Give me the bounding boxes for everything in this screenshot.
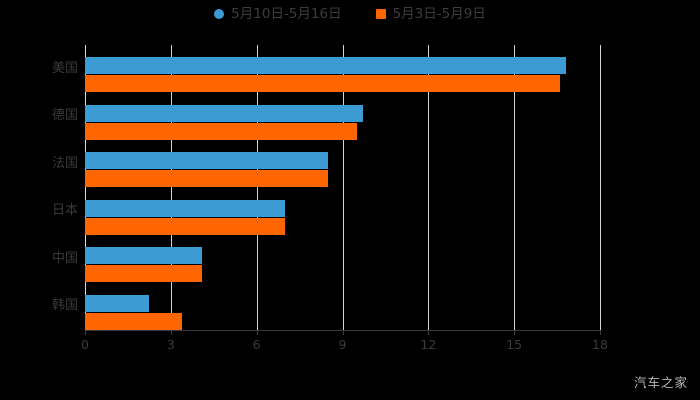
chart-legend: 5月10日-5月16日 5月3日-5月9日 <box>0 6 700 22</box>
category-label-2: 德国 <box>51 108 78 124</box>
x-tick-mark-3 <box>170 330 172 335</box>
gridline-6 <box>256 45 258 330</box>
x-tick-mark-15 <box>514 330 516 335</box>
bar-group <box>85 235 600 283</box>
x-tick-mark-12 <box>428 330 430 335</box>
bar-group <box>85 188 600 236</box>
bar-group <box>85 283 600 331</box>
category-axis-labels: 美国德国法国日本中国韩国 <box>0 45 78 330</box>
watermark: 汽车之家 <box>633 375 688 390</box>
x-axis: 0 3 6 9 12 15 18 <box>81 330 608 352</box>
legend-entry-series-1[interactable]: 5月10日-5月16日 <box>214 6 342 22</box>
bar[interactable] <box>85 199 286 217</box>
legend-label-series-2: 5月3日-5月9日 <box>392 6 486 22</box>
x-tick-mark-18 <box>600 330 601 335</box>
bar-group <box>85 140 600 188</box>
bar[interactable] <box>85 312 183 330</box>
bar[interactable] <box>85 104 363 122</box>
bar[interactable] <box>85 265 203 282</box>
bar-group <box>85 45 600 93</box>
bar[interactable] <box>85 247 203 264</box>
gridline-9 <box>342 45 344 330</box>
x-tick-label-12: 12 <box>420 337 437 352</box>
x-tick-mark-6 <box>256 330 258 335</box>
gridline-0 <box>85 45 86 330</box>
gridline-3 <box>170 45 172 330</box>
gridline-12 <box>428 45 430 330</box>
bar[interactable] <box>85 294 150 312</box>
gridline-18 <box>600 45 601 330</box>
x-tick-label-18: 18 <box>592 337 608 352</box>
category-label-1: 美国 <box>51 60 78 76</box>
x-tick-label-3: 3 <box>166 337 175 352</box>
category-label-5: 中国 <box>51 250 78 266</box>
bar[interactable] <box>85 170 329 187</box>
legend-entry-series-2[interactable]: 5月3日-5月9日 <box>375 6 486 22</box>
bar[interactable] <box>85 217 286 235</box>
gridline-15 <box>514 45 516 330</box>
bar[interactable] <box>85 57 566 74</box>
bar[interactable] <box>85 122 357 140</box>
x-tick-label-6: 6 <box>252 337 261 352</box>
category-label-4: 日本 <box>51 203 78 219</box>
category-label-6: 韩国 <box>51 298 78 314</box>
bar[interactable] <box>85 75 560 92</box>
x-tick-mark-0 <box>85 330 86 335</box>
plot-area <box>85 45 601 331</box>
x-tick-mark-9 <box>342 330 344 335</box>
circle-marker-icon <box>214 9 225 19</box>
x-tick-label-15: 15 <box>506 337 523 352</box>
x-tick-label-0: 0 <box>81 337 89 352</box>
bar-group <box>85 93 600 141</box>
x-tick-label-9: 9 <box>338 337 347 352</box>
category-label-3: 法国 <box>51 155 78 171</box>
legend-label-series-1: 5月10日-5月16日 <box>231 6 342 22</box>
square-marker-icon <box>375 9 386 19</box>
bar[interactable] <box>85 152 329 169</box>
